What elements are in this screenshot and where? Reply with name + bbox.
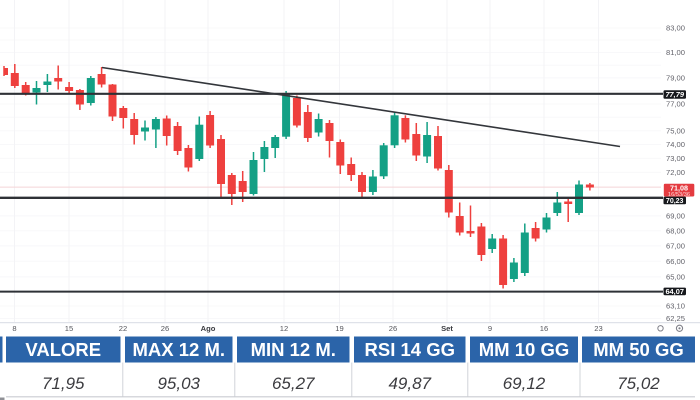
svg-text:VALORE: VALORE <box>25 339 101 360</box>
svg-text:72,00: 72,00 <box>666 168 685 177</box>
svg-text:71,95: 71,95 <box>42 374 85 393</box>
svg-text:19: 19 <box>335 324 343 333</box>
svg-text:75,00: 75,00 <box>666 127 685 136</box>
svg-text:26: 26 <box>161 324 169 333</box>
svg-text:16/53/36: 16/53/36 <box>668 192 690 198</box>
svg-text:63,10: 63,10 <box>666 302 685 311</box>
svg-text:MIN 12 M.: MIN 12 M. <box>251 339 336 360</box>
svg-text:Ago: Ago <box>201 324 216 333</box>
svg-text:22: 22 <box>119 324 127 333</box>
svg-text:64,07: 64,07 <box>665 287 684 296</box>
svg-text:12: 12 <box>280 324 288 333</box>
svg-text:49,87: 49,87 <box>388 374 431 393</box>
svg-text:67,00: 67,00 <box>666 242 685 251</box>
svg-text:74,00: 74,00 <box>666 140 685 149</box>
svg-text:77,79: 77,79 <box>665 90 684 99</box>
svg-text:69,00: 69,00 <box>666 212 685 221</box>
svg-text:68,00: 68,00 <box>666 227 685 236</box>
svg-text:RSI 14 GG: RSI 14 GG <box>365 339 455 360</box>
svg-text:Set: Set <box>441 324 453 333</box>
svg-text:65,00: 65,00 <box>666 273 685 282</box>
svg-text:16: 16 <box>540 324 548 333</box>
svg-text:66,00: 66,00 <box>666 257 685 266</box>
svg-text:81,00: 81,00 <box>666 48 685 57</box>
svg-text:70,23: 70,23 <box>666 198 684 205</box>
svg-text:71,08: 71,08 <box>670 183 688 192</box>
svg-text:95,03: 95,03 <box>157 374 200 393</box>
svg-text:MM 50 GG: MM 50 GG <box>593 339 683 360</box>
svg-text:8: 8 <box>12 324 16 333</box>
svg-text:62,25: 62,25 <box>666 314 685 323</box>
svg-text:MAX 12 M.: MAX 12 M. <box>132 339 225 360</box>
svg-text:9: 9 <box>488 324 492 333</box>
svg-text:73,00: 73,00 <box>666 154 685 163</box>
svg-text:69,12: 69,12 <box>503 374 546 393</box>
svg-text:79,00: 79,00 <box>666 74 685 83</box>
svg-text:MM 10 GG: MM 10 GG <box>479 339 569 360</box>
svg-text:23: 23 <box>594 324 602 333</box>
svg-text:65,27: 65,27 <box>272 374 315 393</box>
svg-text:83,00: 83,00 <box>666 24 685 33</box>
svg-text:75,02: 75,02 <box>617 374 660 393</box>
svg-text:15: 15 <box>65 324 73 333</box>
svg-text:26: 26 <box>389 324 397 333</box>
svg-text:77,00: 77,00 <box>666 100 685 109</box>
